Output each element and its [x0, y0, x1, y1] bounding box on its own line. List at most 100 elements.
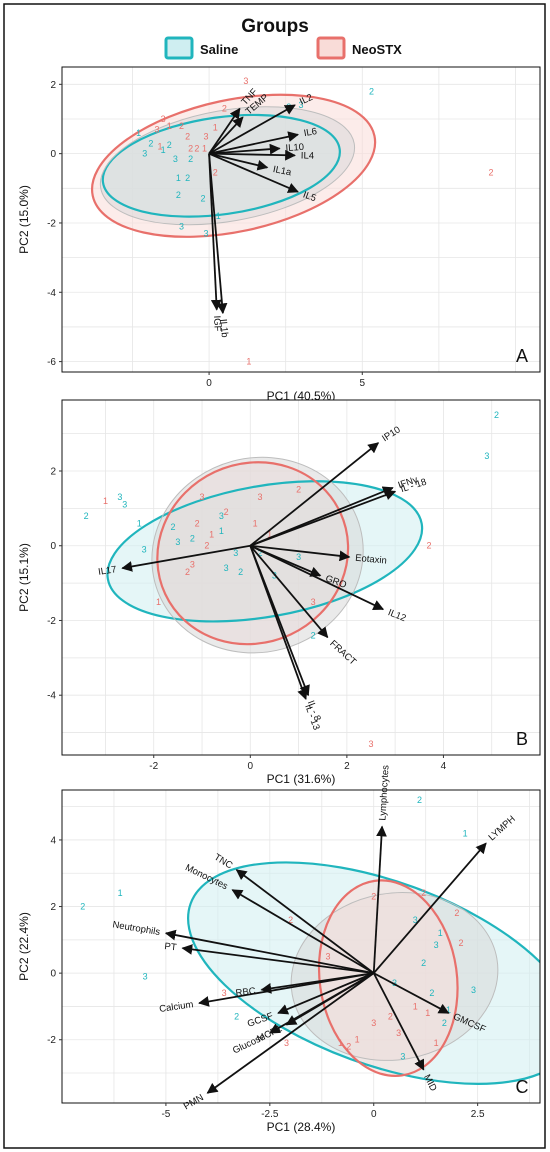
point-saline: 3	[484, 451, 489, 461]
loading-arrow	[208, 152, 299, 193]
loading-label: Lymphocytes	[377, 765, 391, 821]
ellipse-outline-neostx	[90, 93, 377, 238]
ticks: 0 5 2 0 -2 -4 -6	[47, 80, 365, 389]
loading-label: IL5	[301, 189, 317, 204]
point-neostx: 2	[213, 168, 218, 178]
point-neostx: 3	[369, 739, 374, 749]
y-tick-label: -2	[47, 616, 56, 627]
loading-label: IL4	[301, 151, 314, 162]
legend-label-saline: Saline	[200, 42, 238, 57]
point-saline: 3	[434, 940, 439, 950]
point-neostx: 3	[200, 492, 205, 502]
x-tick-label: 5	[360, 378, 366, 389]
point-neostx: 1	[246, 357, 251, 367]
loading-arrow	[268, 972, 375, 1034]
panel-label: B	[516, 729, 528, 749]
loading-arrow	[209, 143, 281, 155]
ellipse-outline-saline	[101, 113, 341, 218]
ellipse-outline-saline	[187, 861, 540, 1085]
ellipse-outline-grey	[99, 106, 356, 226]
y-tick-label: 0	[50, 969, 56, 980]
y-tick-label: -2	[47, 1035, 56, 1046]
point-saline: 1	[118, 888, 123, 898]
ellipses	[187, 861, 540, 1085]
point-saline: 2	[171, 522, 176, 532]
point-saline: 2	[442, 1018, 447, 1028]
point-saline: 1	[176, 173, 181, 183]
point-saline: 2	[311, 630, 316, 640]
point-neostx: 3	[311, 597, 316, 607]
point-saline: 3	[175, 537, 180, 547]
point-saline: 3	[173, 154, 178, 164]
point-neostx: 2	[194, 143, 199, 153]
ellipse-fill-neostx	[319, 880, 458, 1076]
point-saline: 2	[369, 86, 374, 96]
point-neostx: 3	[154, 124, 159, 134]
point-neostx: 1	[158, 142, 163, 152]
x-tick-label: 2	[344, 761, 350, 772]
point-neostx: 2	[195, 518, 200, 528]
y-tick-label: 0	[50, 149, 56, 160]
point-neostx: 2	[188, 143, 193, 153]
loading-label: IL6	[303, 126, 318, 139]
point-saline: 1	[446, 1005, 451, 1015]
point-saline: 3	[204, 228, 209, 238]
point-neostx: 2	[185, 567, 190, 577]
loading-label: PT	[164, 941, 177, 953]
point-saline: 3	[224, 563, 229, 573]
point-neostx: 2	[204, 541, 209, 551]
y-axis-label: PC2 (15.1%)	[17, 543, 31, 612]
point-neostx: 2	[346, 1041, 351, 1051]
point-neostx: 2	[488, 168, 493, 178]
point-neostx: 1	[413, 1001, 418, 1011]
loading-arrow	[164, 929, 374, 975]
y-axis-label: PC2 (22.4%)	[17, 912, 31, 981]
y-tick-label: -6	[47, 357, 56, 368]
loading-arrow	[231, 889, 375, 974]
point-neostx: 1	[425, 1008, 430, 1018]
point-saline: 2	[190, 533, 195, 543]
loading-arrow	[121, 544, 251, 572]
y-tick-label: 0	[50, 541, 56, 552]
x-axis-label: PC1 (31.6%)	[267, 772, 336, 786]
point-saline: 3	[471, 985, 476, 995]
loading-arrow	[208, 107, 241, 155]
y-axis-label: PC2 (15.0%)	[17, 185, 31, 254]
loading-arrow	[181, 944, 374, 975]
ellipse-outline-grey	[290, 892, 499, 1061]
point-saline: 3	[413, 915, 418, 925]
loading-label: Calcium	[159, 999, 195, 1015]
legend-label-neostx: NeoSTX	[352, 42, 402, 57]
point-neostx: 2	[179, 121, 184, 131]
panel-label: A	[516, 346, 528, 366]
observations: 23313232313322332233232212231111323	[84, 410, 499, 749]
point-neostx: 2	[296, 485, 301, 495]
point-saline: 1	[161, 145, 166, 155]
panel-b: 23313232313322332233232212231111323IP10I…	[17, 399, 541, 786]
point-saline: 1	[137, 518, 142, 528]
point-saline: 1	[216, 211, 221, 221]
point-saline: 2	[429, 988, 434, 998]
point-neostx: 1	[103, 496, 108, 506]
loading-arrow	[208, 131, 299, 155]
point-saline: 2	[234, 1011, 239, 1021]
y-tick-label: -2	[47, 218, 56, 229]
point-neostx: 2	[222, 104, 227, 114]
ticks: -2 0 2 4 2 0 -2 -4	[47, 467, 447, 773]
point-neostx: 3	[204, 131, 209, 141]
loading-arrow	[372, 825, 387, 974]
loading-arrow	[206, 972, 375, 1094]
point-neostx: 1	[167, 121, 172, 131]
loading-arrow	[373, 972, 450, 1014]
point-saline: 3	[233, 548, 238, 558]
loading-arrow	[208, 153, 228, 315]
point-saline: 3	[142, 149, 147, 159]
point-neostx: 3	[257, 492, 262, 502]
plot-frame	[61, 789, 541, 1104]
point-neostx: 2	[426, 541, 431, 551]
point-saline: 3	[298, 100, 303, 110]
ticks: -5 -2.5 0 2.5 4 2 0 -2	[47, 835, 485, 1120]
